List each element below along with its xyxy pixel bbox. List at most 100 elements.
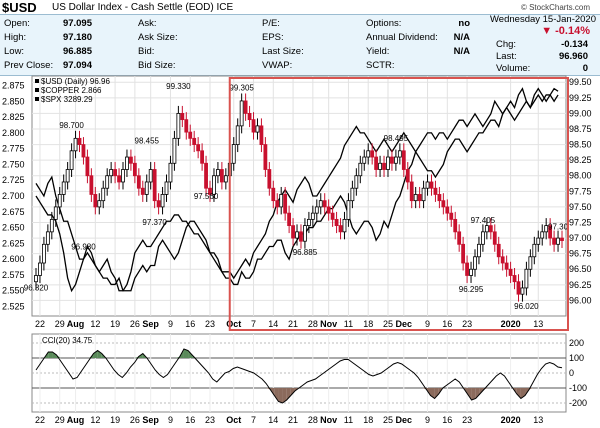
quote-value: N/A bbox=[453, 32, 470, 43]
candle-body bbox=[136, 175, 141, 189]
candle-body bbox=[560, 237, 564, 241]
candle-body bbox=[338, 225, 343, 233]
price-annotation: 96.020 bbox=[514, 302, 539, 311]
candle-body bbox=[520, 287, 525, 295]
y-tick-right: 98.00 bbox=[569, 171, 592, 181]
candle-body bbox=[77, 137, 82, 145]
y-tick-left: 2.625 bbox=[2, 238, 25, 248]
title-bar: $USD US Dollar Index - Cash Settle (EOD)… bbox=[0, 0, 600, 15]
x-tick: 12 bbox=[90, 319, 100, 329]
candle-body bbox=[65, 169, 70, 183]
y-tick-right: 96.50 bbox=[569, 264, 592, 274]
candle-body bbox=[259, 125, 264, 145]
y-tick-left: 2.800 bbox=[2, 128, 25, 138]
candle-body bbox=[378, 162, 382, 170]
y-tick-left: 2.725 bbox=[2, 175, 25, 185]
candle-body bbox=[457, 231, 462, 245]
cci-x-tick: 26 bbox=[130, 415, 140, 425]
price-annotation: 99.305 bbox=[229, 83, 254, 92]
candle-body bbox=[473, 256, 477, 270]
y-tick-left: 2.575 bbox=[2, 270, 25, 280]
cci-x-tick: 25 bbox=[383, 415, 393, 425]
legend-swatch bbox=[35, 97, 39, 101]
x-tick: 14 bbox=[268, 319, 278, 329]
candle-body bbox=[516, 281, 521, 295]
candle-body bbox=[93, 194, 98, 208]
candle-body bbox=[34, 275, 38, 283]
quote-label: Chg: bbox=[496, 39, 517, 50]
cci-x-tick: 23 bbox=[205, 415, 215, 425]
cci-overbought-fill bbox=[52, 352, 57, 358]
x-tick: 2020 bbox=[501, 319, 521, 329]
y-tick-left: 2.550 bbox=[2, 286, 25, 296]
x-tick: 22 bbox=[35, 319, 45, 329]
cci-oversold-fill bbox=[278, 388, 283, 403]
candle-body bbox=[552, 237, 556, 245]
candle-body bbox=[101, 187, 106, 202]
candle-body bbox=[477, 243, 481, 258]
candle-body bbox=[370, 150, 375, 158]
candle-body bbox=[397, 150, 402, 158]
x-tick: Dec bbox=[396, 319, 413, 329]
x-tick: 16 bbox=[442, 319, 452, 329]
candle-body bbox=[117, 175, 121, 183]
candle-body bbox=[524, 268, 529, 289]
price-annotation: 97.30 bbox=[548, 222, 569, 231]
candle-body bbox=[287, 212, 292, 227]
candle-body bbox=[544, 225, 549, 233]
x-tick: Aug bbox=[67, 319, 85, 329]
candle-body bbox=[180, 113, 185, 121]
cci-oversold-fill bbox=[475, 388, 480, 399]
y-tick-right: 97.25 bbox=[569, 217, 592, 227]
candle-body bbox=[433, 187, 438, 195]
candle-body bbox=[140, 187, 145, 195]
y-tick-right: 97.75 bbox=[569, 186, 592, 196]
quote-label: Ask Size: bbox=[138, 32, 178, 43]
y-tick-left: 2.525 bbox=[2, 302, 25, 312]
candle-body bbox=[200, 150, 205, 164]
y-tick-right: 97.00 bbox=[569, 233, 592, 243]
candle-body bbox=[461, 243, 466, 264]
candle-body bbox=[73, 137, 78, 152]
cci-oversold-fill bbox=[274, 388, 279, 402]
candle-body bbox=[437, 194, 442, 202]
y-tick-right: 97.50 bbox=[569, 202, 592, 212]
x-tick: Sep bbox=[142, 319, 159, 329]
candle-body bbox=[299, 231, 303, 242]
candle-body bbox=[216, 169, 220, 177]
price-annotation: 98.495 bbox=[384, 134, 409, 143]
candle-body bbox=[354, 175, 359, 189]
candle-body bbox=[247, 113, 252, 121]
candle-body bbox=[374, 156, 379, 170]
exchange: ICE bbox=[216, 2, 234, 13]
x-tick: 16 bbox=[185, 319, 195, 329]
y-tick-right: 96.00 bbox=[569, 295, 592, 305]
candle-body bbox=[105, 175, 110, 189]
quote-value: 97.094 bbox=[62, 60, 92, 71]
candle-body bbox=[386, 156, 390, 170]
cci-x-tick: 21 bbox=[288, 415, 298, 425]
candle-body bbox=[148, 169, 153, 183]
x-tick: 21 bbox=[288, 319, 298, 329]
candle-body bbox=[125, 156, 129, 170]
candle-body bbox=[500, 256, 505, 264]
price-annotation: 96.295 bbox=[459, 285, 484, 294]
candle-body bbox=[536, 237, 541, 245]
candle-body bbox=[469, 268, 473, 276]
quote-value: -0.134 bbox=[561, 39, 588, 50]
x-tick: 9 bbox=[425, 319, 430, 329]
candle-body bbox=[196, 144, 201, 152]
x-tick: 9 bbox=[168, 319, 173, 329]
candle-body bbox=[49, 218, 54, 233]
x-tick: Oct bbox=[226, 319, 241, 329]
candle-body bbox=[540, 231, 545, 239]
y-tick-left: 2.700 bbox=[2, 191, 25, 201]
quote-label: EPS: bbox=[262, 32, 284, 43]
x-tick: 13 bbox=[533, 319, 543, 329]
candle-body bbox=[314, 206, 319, 214]
legend-entry: $SPX 3289.29 bbox=[41, 95, 93, 104]
quote-label: VWAP: bbox=[262, 60, 293, 71]
cci-x-tick: Oct bbox=[226, 415, 241, 425]
candle-body bbox=[61, 181, 66, 195]
x-tick: 23 bbox=[462, 319, 472, 329]
